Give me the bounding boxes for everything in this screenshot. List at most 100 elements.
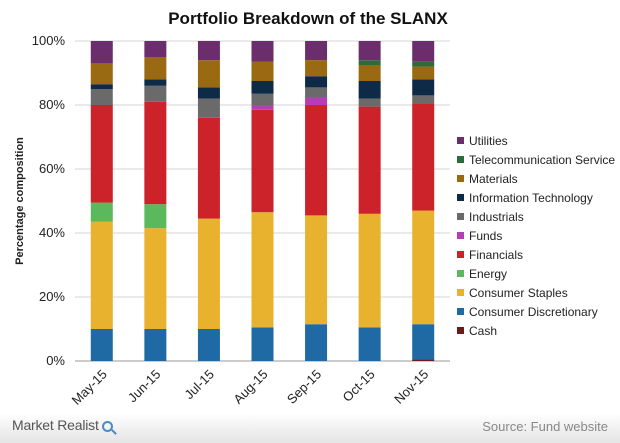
x-tick-label: Jun-15 [125, 367, 164, 406]
bar-segment [144, 41, 167, 57]
bar-segment [412, 324, 435, 360]
bar-segment [251, 41, 274, 62]
legend: Utilities Telecommunication Service Materi… [457, 134, 615, 338]
bar-segment [251, 327, 274, 361]
bar-segment [412, 103, 435, 211]
bar-segment [197, 218, 220, 329]
bar-segment [90, 41, 113, 64]
x-tick-label: May-15 [69, 367, 110, 408]
y-tick-label: 40% [39, 225, 65, 240]
legend-swatch [457, 194, 464, 201]
x-tick-label: Sep-15 [284, 367, 324, 407]
legend-swatch [457, 289, 464, 296]
bar-segment [144, 85, 167, 102]
bar-segment [305, 76, 328, 88]
y-tick-label: 60% [39, 161, 65, 176]
bar-segment [305, 97, 328, 105]
legend-label: Financials [469, 248, 523, 262]
bar-segment [358, 98, 381, 107]
legend-swatch [457, 327, 464, 334]
x-tick-labels: May-15 Jun-15 Jul-15 Aug-15 Sep-15 Oct-15 Nov-… [69, 367, 432, 408]
bar-segment [358, 106, 381, 214]
bar-segment [144, 228, 167, 329]
x-tick-label: Jul-15 [181, 367, 217, 403]
source-note: Source: Fund website [482, 419, 608, 434]
legend-swatch [457, 308, 464, 315]
bar-segment [305, 215, 328, 325]
bar-segment [90, 105, 113, 203]
legend-label: Consumer Discretionary [469, 305, 598, 319]
legend-swatch [457, 232, 464, 239]
bar-segment [412, 61, 435, 67]
legend-label: Materials [469, 172, 518, 186]
bar-segment [305, 60, 328, 77]
x-tick-label: Oct-15 [340, 367, 378, 405]
chart-title: Portfolio Breakdown of the SLANX [168, 9, 448, 28]
y-tick-label: 0% [46, 353, 65, 368]
legend-label: Information Technology [469, 191, 593, 205]
bar-segment [305, 87, 328, 97]
brand-logo: Market Realist [12, 417, 113, 433]
bar-segment [90, 329, 113, 361]
bar-segment [412, 95, 435, 104]
bar-segment [197, 60, 220, 88]
legend-label: Cash [469, 324, 497, 338]
bar-segment [90, 221, 113, 329]
bar-segment [251, 212, 274, 328]
bar-segment [197, 41, 220, 61]
bar-segment [412, 66, 435, 80]
bar-segment [412, 41, 435, 62]
bar-segment [144, 329, 167, 361]
legend-label: Telecommunication Service [469, 153, 615, 167]
bar-segment [358, 65, 381, 81]
bar-segment [90, 89, 113, 105]
y-tick-label: 80% [39, 97, 65, 112]
bar-segment [251, 105, 274, 110]
y-tick-labels: 0% 20% 40% 60% 80% 100% [32, 33, 66, 368]
legend-swatch [457, 270, 464, 277]
y-tick-label: 20% [39, 289, 65, 304]
legend-swatch [457, 175, 464, 182]
bar-segment [358, 81, 381, 99]
bar-segment [412, 210, 435, 325]
bar-segment [305, 324, 328, 361]
legend-label: Funds [469, 229, 502, 243]
magnifier-icon [101, 421, 113, 432]
bar-segment [90, 84, 113, 89]
legend-swatch [457, 137, 464, 144]
bar-segment [197, 98, 220, 118]
y-axis-label: Percentage composition [14, 137, 26, 265]
bar-segment [358, 327, 381, 361]
bar-segment [197, 87, 220, 99]
legend-swatch [457, 156, 464, 163]
bar-segment [305, 41, 328, 61]
bar-segment [197, 329, 220, 361]
bar-segment [358, 41, 381, 61]
bar-segment [251, 109, 274, 213]
bar-segment [90, 63, 113, 85]
bar-segment [251, 61, 274, 81]
bar-segment [412, 359, 435, 361]
bar-segment [90, 202, 113, 222]
bar-segment [251, 93, 274, 105]
x-tick-label: Nov-15 [391, 367, 431, 407]
bars [90, 41, 435, 361]
bar-segment [358, 213, 381, 328]
bar-segment [358, 60, 381, 65]
bar-segment [144, 204, 167, 229]
bar-segment [305, 105, 328, 216]
legend-label: Consumer Staples [469, 286, 568, 300]
bar-segment [144, 57, 167, 80]
y-tick-label: 100% [32, 33, 66, 48]
bar-segment [197, 117, 220, 219]
brand-name: Market Realist [12, 417, 99, 433]
bar-segment [144, 79, 167, 86]
bar-segment [412, 79, 435, 96]
bar-segment [251, 81, 274, 94]
legend-swatch [457, 213, 464, 220]
bar-segment [144, 101, 167, 205]
legend-label: Energy [469, 267, 507, 281]
legend-label: Utilities [469, 134, 508, 148]
legend-label: Industrials [469, 210, 524, 224]
